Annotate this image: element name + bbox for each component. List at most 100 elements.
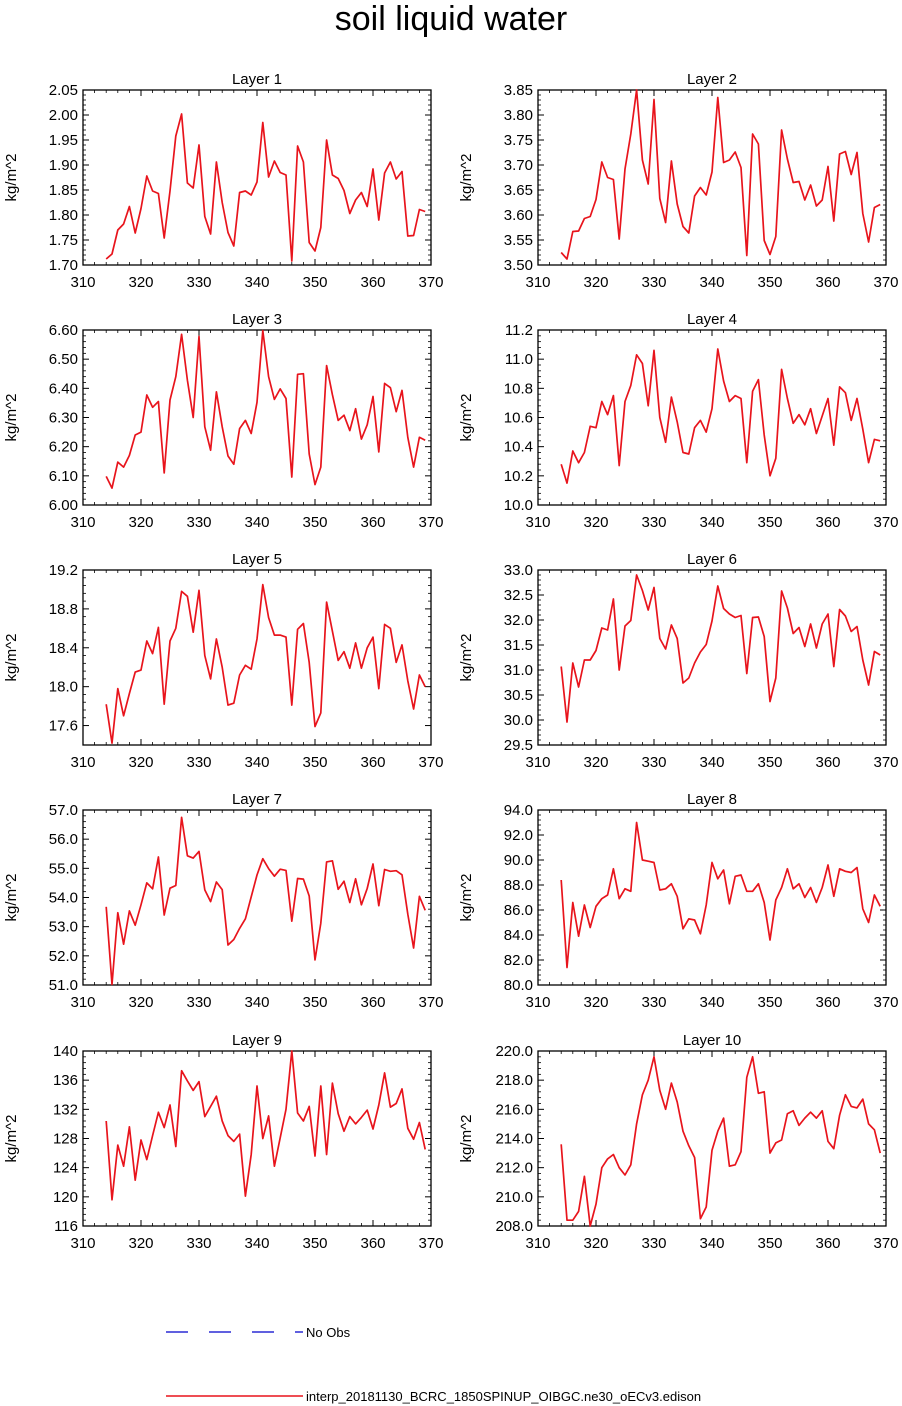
x-tick-label: 320 <box>583 754 608 771</box>
x-tick-label: 310 <box>70 994 95 1011</box>
x-tick-label: 340 <box>244 1235 269 1252</box>
y-tick-label: 18.4 <box>49 640 78 657</box>
x-tick-label: 360 <box>360 994 385 1011</box>
panel-title: Layer 8 <box>687 791 737 808</box>
plot-frame <box>82 809 432 986</box>
x-tick-label: 320 <box>583 1235 608 1252</box>
y-tick-label: 3.65 <box>504 182 533 199</box>
chart-panel: Layer 10 kg/m^2 310 320 330 340 350 360 370 208.0… <box>458 1032 899 1252</box>
x-tick-label: 320 <box>128 274 153 291</box>
chart-panels: Layer 1 kg/m^2 310 320 330 340 350 360 370 1.70 1.… <box>3 71 899 1252</box>
plot-frame <box>537 329 887 506</box>
panel-title: Layer 10 <box>683 1032 741 1049</box>
x-tick-label: 310 <box>70 274 95 291</box>
y-tick-label: 3.50 <box>504 257 533 274</box>
x-tick-label: 310 <box>525 274 550 291</box>
panel-title: Layer 6 <box>687 551 737 568</box>
y-tick-label: 30.5 <box>504 687 533 704</box>
y-tick-label: 218.0 <box>495 1072 533 1089</box>
legend-no-obs-label: No Obs <box>306 1325 351 1340</box>
x-tick-label: 360 <box>815 1235 840 1252</box>
y-tick-label: 6.40 <box>49 380 78 397</box>
chart-panel: Layer 9 kg/m^2 310 320 330 340 350 360 370 116 120… <box>3 1032 444 1252</box>
x-tick-label: 350 <box>302 1235 327 1252</box>
y-tick-label: 3.55 <box>504 232 533 249</box>
y-tick-label: 6.10 <box>49 468 78 485</box>
y-tick-label: 3.80 <box>504 107 533 124</box>
x-tick-label: 340 <box>244 754 269 771</box>
series-line <box>560 574 881 723</box>
x-tick-label: 350 <box>302 274 327 291</box>
y-tick-label: 84.0 <box>504 927 533 944</box>
plot-frame <box>537 1050 887 1227</box>
x-tick-label: 360 <box>360 274 385 291</box>
y-tick-label: 210.0 <box>495 1189 533 1206</box>
x-tick-label: 350 <box>757 1235 782 1252</box>
y-tick-label: 128 <box>53 1131 78 1148</box>
y-tick-label: 88.0 <box>504 877 533 894</box>
x-tick-label: 350 <box>302 514 327 531</box>
series-line <box>560 821 881 969</box>
plot-frame <box>82 1050 432 1227</box>
y-tick-label: 1.90 <box>49 157 78 174</box>
y-tick-label: 216.0 <box>495 1101 533 1118</box>
x-tick-label: 360 <box>815 994 840 1011</box>
series-line <box>105 583 426 744</box>
panel-title: Layer 2 <box>687 71 737 88</box>
y-tick-label: 54.0 <box>49 890 78 907</box>
panel-title: Layer 1 <box>232 71 282 88</box>
x-tick-label: 310 <box>525 514 550 531</box>
y-tick-label: 52.0 <box>49 948 78 965</box>
y-tick-label: 32.5 <box>504 587 533 604</box>
y-tick-label: 2.05 <box>49 82 78 99</box>
plot-frame <box>82 329 432 506</box>
panel-title: Layer 9 <box>232 1032 282 1049</box>
x-tick-label: 340 <box>699 994 724 1011</box>
x-tick-label: 370 <box>873 754 898 771</box>
plot-frame <box>537 89 887 266</box>
x-tick-label: 320 <box>128 1235 153 1252</box>
x-tick-label: 360 <box>815 514 840 531</box>
y-tick-label: 18.8 <box>49 601 78 618</box>
figure-title: soil liquid water <box>335 0 567 38</box>
y-tick-label: 3.85 <box>504 82 533 99</box>
chart-panel: Layer 8 kg/m^2 310 320 330 340 350 360 370 80.0 82… <box>458 791 899 1011</box>
y-tick-label: 208.0 <box>495 1218 533 1235</box>
y-tick-label: 57.0 <box>49 802 78 819</box>
x-tick-label: 310 <box>70 754 95 771</box>
x-tick-label: 350 <box>302 994 327 1011</box>
y-tick-label: 6.30 <box>49 410 78 427</box>
y-axis-label: kg/m^2 <box>3 1115 20 1163</box>
x-tick-label: 340 <box>244 994 269 1011</box>
legend: No Obs interp_20181130_BCRC_1850SPINUP_O… <box>166 1325 701 1404</box>
y-tick-label: 2.00 <box>49 107 78 124</box>
x-tick-label: 320 <box>583 994 608 1011</box>
y-tick-label: 3.60 <box>504 207 533 224</box>
y-tick-label: 6.50 <box>49 351 78 368</box>
y-axis-label: kg/m^2 <box>3 874 20 922</box>
x-tick-label: 320 <box>583 274 608 291</box>
y-tick-label: 10.8 <box>504 380 533 397</box>
x-tick-label: 320 <box>128 994 153 1011</box>
series-line <box>560 89 881 260</box>
y-tick-label: 10.2 <box>504 468 533 485</box>
series-line <box>560 1055 882 1227</box>
series-line <box>105 113 426 262</box>
y-axis-label: kg/m^2 <box>458 154 475 202</box>
y-tick-label: 10.4 <box>504 439 533 456</box>
y-tick-label: 94.0 <box>504 802 533 819</box>
x-tick-label: 370 <box>418 1235 443 1252</box>
chart-panel: Layer 4 kg/m^2 310 320 330 340 350 360 370 10.0 10… <box>458 311 899 531</box>
x-tick-label: 310 <box>70 514 95 531</box>
y-axis-label: kg/m^2 <box>458 874 475 922</box>
y-tick-label: 136 <box>53 1072 78 1089</box>
panel-title: Layer 3 <box>232 311 282 328</box>
y-tick-label: 6.20 <box>49 439 78 456</box>
y-tick-label: 11.2 <box>505 322 533 339</box>
x-tick-label: 310 <box>525 994 550 1011</box>
y-tick-label: 10.0 <box>504 497 533 514</box>
series-line <box>560 348 881 484</box>
y-tick-label: 30.0 <box>504 712 533 729</box>
x-tick-label: 340 <box>699 1235 724 1252</box>
